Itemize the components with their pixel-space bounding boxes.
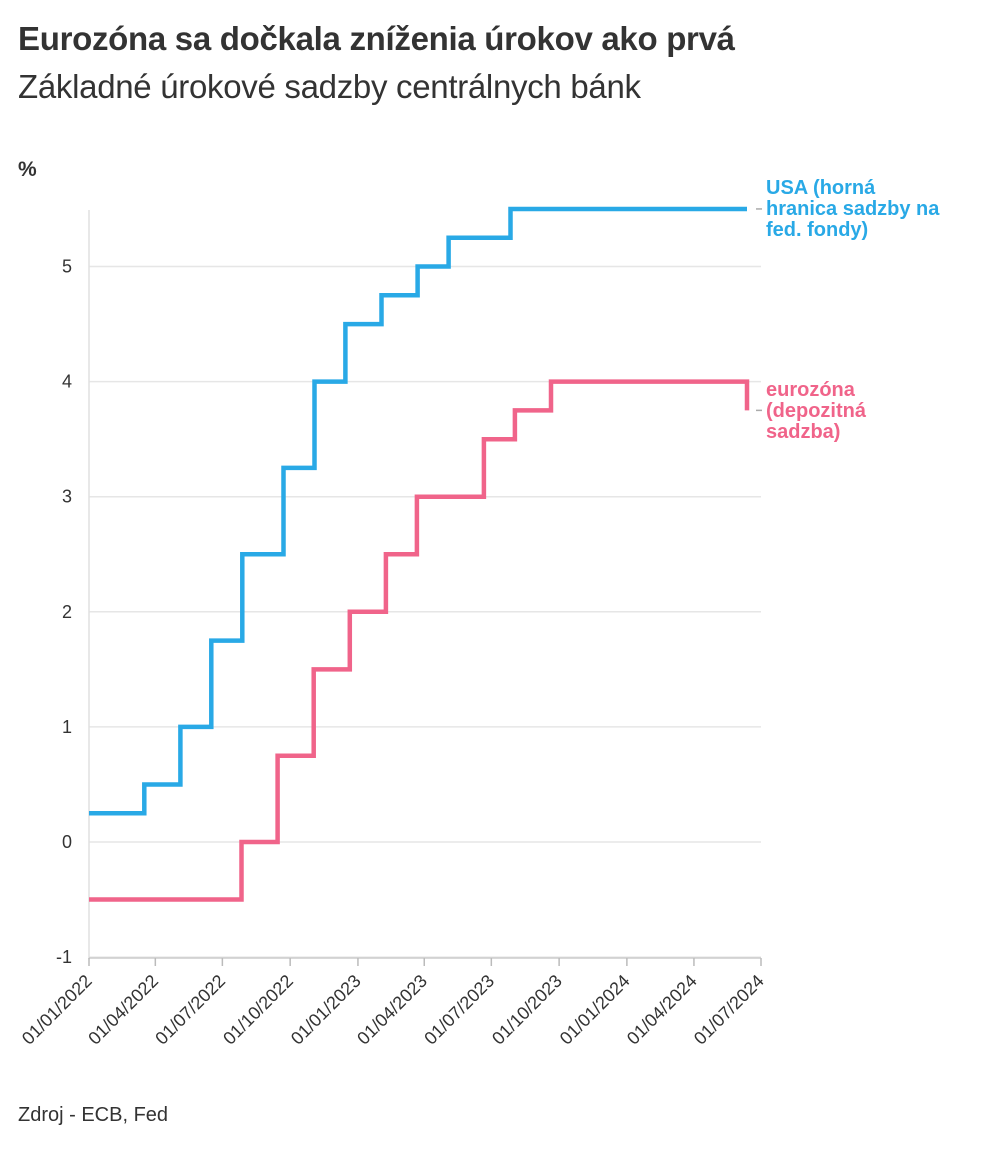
x-tick-label: 01/07/2023: [420, 971, 498, 1049]
series-label-eurozone: eurozóna: [766, 379, 856, 401]
y-tick-label: 4: [62, 372, 72, 392]
x-tick-label: 01/07/2024: [690, 971, 768, 1049]
chart-subtitle: Základné úrokové sadzby centrálnych bánk: [18, 68, 641, 105]
series-label-eurozone: sadzba): [766, 421, 840, 443]
y-tick-label: 5: [62, 257, 72, 277]
y-tick-label: -1: [56, 947, 72, 967]
series-label-eurozone: (depozitná: [766, 400, 867, 422]
series-label-usa: hranica sadzby na: [766, 198, 940, 220]
series-label-usa: fed. fondy): [766, 219, 868, 241]
source-note: Zdroj - ECB, Fed: [18, 1104, 169, 1126]
y-tick-label: 0: [62, 832, 72, 852]
x-tick-label: 01/10/2023: [488, 971, 566, 1049]
x-tick-label: 01/01/2023: [287, 971, 365, 1049]
x-tick-label: 01/01/2022: [18, 971, 96, 1049]
x-tick-label: 01/01/2024: [556, 971, 634, 1049]
y-tick-label: 3: [62, 487, 72, 507]
chart-title: Eurozóna sa dočkala zníženia úrokov ako …: [18, 20, 735, 57]
x-tick-label: 01/04/2024: [623, 971, 701, 1049]
axes: -101234501/01/202201/04/202201/07/202201…: [18, 210, 768, 1049]
gridlines: [89, 265, 761, 958]
x-tick-label: 01/04/2022: [84, 971, 162, 1049]
x-tick-label: 01/10/2022: [219, 971, 297, 1049]
y-axis-unit-label: %: [18, 158, 37, 181]
y-tick-label: 1: [62, 717, 72, 737]
y-tick-label: 2: [62, 602, 72, 622]
series-line-eurozone: [89, 379, 750, 902]
series-label-usa: USA (horná: [766, 177, 876, 199]
x-tick-label: 01/07/2022: [151, 971, 229, 1049]
series-line-usa: [89, 206, 747, 816]
series-lines: [89, 206, 750, 902]
x-tick-label: 01/04/2023: [353, 971, 431, 1049]
